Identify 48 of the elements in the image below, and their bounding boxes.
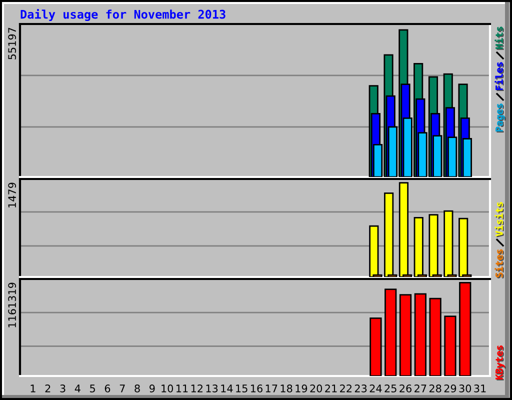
x-tick-label: 17 [266,384,278,392]
text: 55197 [8,28,16,60]
x-tick-label: 18 [280,384,292,392]
text: KBytes [496,346,506,380]
x-tick-label: 21 [325,384,337,392]
bar [444,316,456,376]
x-tick-label: 31 [474,384,486,392]
x-tick-label: 16 [251,384,262,392]
x-tick-label: 20 [310,384,322,392]
text: 1161319 [8,282,16,328]
text: Visits [494,202,504,238]
x-tick-label: 29 [444,384,456,392]
x-tick-label: 9 [150,384,155,392]
x-tick-label: 24 [370,384,382,392]
bar [414,293,426,376]
x-tick-label: 30 [459,384,472,392]
legend-label: Sites [494,249,504,278]
x-tick-label: 25 [384,384,396,392]
bar [429,298,442,376]
x-tick-label: 14 [221,384,233,392]
x-tick-label: 12 [191,384,202,392]
x-tick-label: 23 [354,384,367,392]
x-tick-label: 10 [162,384,174,392]
x-tick-label: 8 [134,384,140,392]
legend-label: Pages [496,104,506,132]
x-tick-label: 13 [206,384,218,392]
bar [384,288,397,376]
x-tick-label: 19 [296,384,308,392]
text: Hits [494,26,504,50]
x-tick-label: 27 [414,384,426,392]
bar [459,282,472,376]
text: 1479 [8,182,16,208]
x-tick-label: 4 [74,384,80,392]
x-tick-label: 3 [60,384,66,392]
x-tick-label: 1 [30,384,36,392]
x-tick-label: 15 [236,384,248,392]
x-tick-label: 6 [104,384,110,392]
chart-title: Daily usage for November 2013 [20,8,226,22]
x-tick-label: 2 [45,384,50,392]
x-tick-label: 5 [90,384,95,392]
x-tick-label: 11 [176,384,188,392]
legend-label: Files [494,62,504,92]
bar [399,294,412,376]
x-tick-label: 22 [340,384,352,392]
bar [370,317,382,376]
x-tick-label: 28 [429,384,442,392]
x-tick-label: 26 [400,384,412,392]
x-tick-label: 7 [120,384,125,392]
